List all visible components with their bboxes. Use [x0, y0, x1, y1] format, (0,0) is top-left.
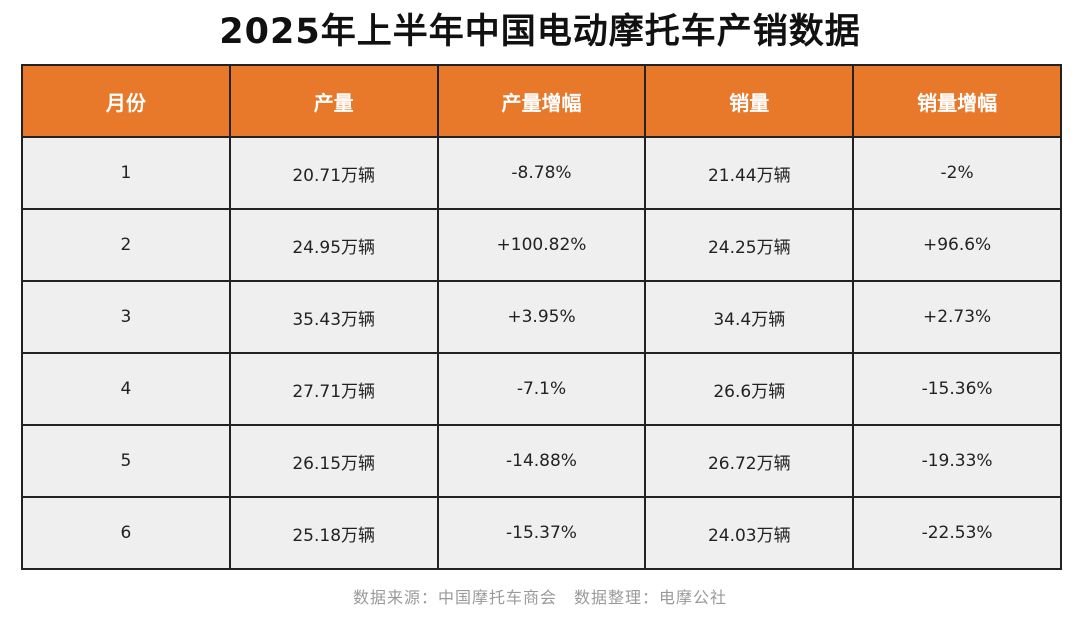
header-production-growth: 产量增幅: [436, 64, 647, 138]
header-production: 产量: [228, 64, 439, 138]
cell-sales-growth: +2.73%: [852, 280, 1062, 354]
table-row: 3 35.43万辆 +3.95% 34.4万辆 +2.73%: [21, 280, 1062, 354]
cell-sales: 26.72万辆: [644, 424, 855, 498]
cell-month: 2: [21, 208, 231, 282]
cell-production-growth: +3.95%: [436, 280, 647, 354]
cell-production-growth: -8.78%: [436, 136, 647, 210]
table-row: 1 20.71万辆 -8.78% 21.44万辆 -2%: [21, 136, 1062, 210]
cell-sales: 26.6万辆: [644, 352, 855, 426]
cell-sales: 24.03万辆: [644, 496, 855, 570]
cell-production: 24.95万辆: [228, 208, 439, 282]
cell-sales-growth: -15.36%: [852, 352, 1062, 426]
cell-production: 35.43万辆: [228, 280, 439, 354]
data-source-note: 数据来源：中国摩托车商会 数据整理：电摩公社: [352, 588, 727, 607]
cell-month: 4: [21, 352, 231, 426]
cell-production-growth: +100.82%: [436, 208, 647, 282]
table-row: 6 25.18万辆 -15.37% 24.03万辆 -22.53%: [21, 496, 1062, 570]
cell-production: 25.18万辆: [228, 496, 439, 570]
cell-month: 5: [21, 424, 231, 498]
cell-production: 26.15万辆: [228, 424, 439, 498]
cell-production-growth: -15.37%: [436, 496, 647, 570]
cell-month: 3: [21, 280, 231, 354]
data-table-container: 月份 产量 产量增幅 销量 销量增幅 1 20.71万辆 -8.78% 21.4…: [21, 64, 1062, 570]
cell-production-growth: -14.88%: [436, 424, 647, 498]
table-row: 4 27.71万辆 -7.1% 26.6万辆 -15.36%: [21, 352, 1062, 426]
cell-production: 20.71万辆: [228, 136, 439, 210]
cell-sales-growth: +96.6%: [852, 208, 1062, 282]
cell-sales: 21.44万辆: [644, 136, 855, 210]
header-sales-growth: 销量增幅: [852, 64, 1062, 138]
table-row: 5 26.15万辆 -14.88% 26.72万辆 -19.33%: [21, 424, 1062, 498]
production-sales-table: 月份 产量 产量增幅 销量 销量增幅 1 20.71万辆 -8.78% 21.4…: [21, 64, 1062, 570]
cell-sales-growth: -2%: [852, 136, 1062, 210]
table-header-row: 月份 产量 产量增幅 销量 销量增幅: [21, 64, 1062, 138]
header-sales: 销量: [644, 64, 855, 138]
cell-sales: 24.25万辆: [644, 208, 855, 282]
header-month: 月份: [21, 64, 231, 138]
cell-sales: 34.4万辆: [644, 280, 855, 354]
cell-sales-growth: -22.53%: [852, 496, 1062, 570]
cell-production: 27.71万辆: [228, 352, 439, 426]
cell-sales-growth: -19.33%: [852, 424, 1062, 498]
table-row: 2 24.95万辆 +100.82% 24.25万辆 +96.6%: [21, 208, 1062, 282]
cell-production-growth: -7.1%: [436, 352, 647, 426]
page-title: 2025年上半年中国电动摩托车产销数据: [219, 12, 861, 52]
cell-month: 6: [21, 496, 231, 570]
cell-month: 1: [21, 136, 231, 210]
